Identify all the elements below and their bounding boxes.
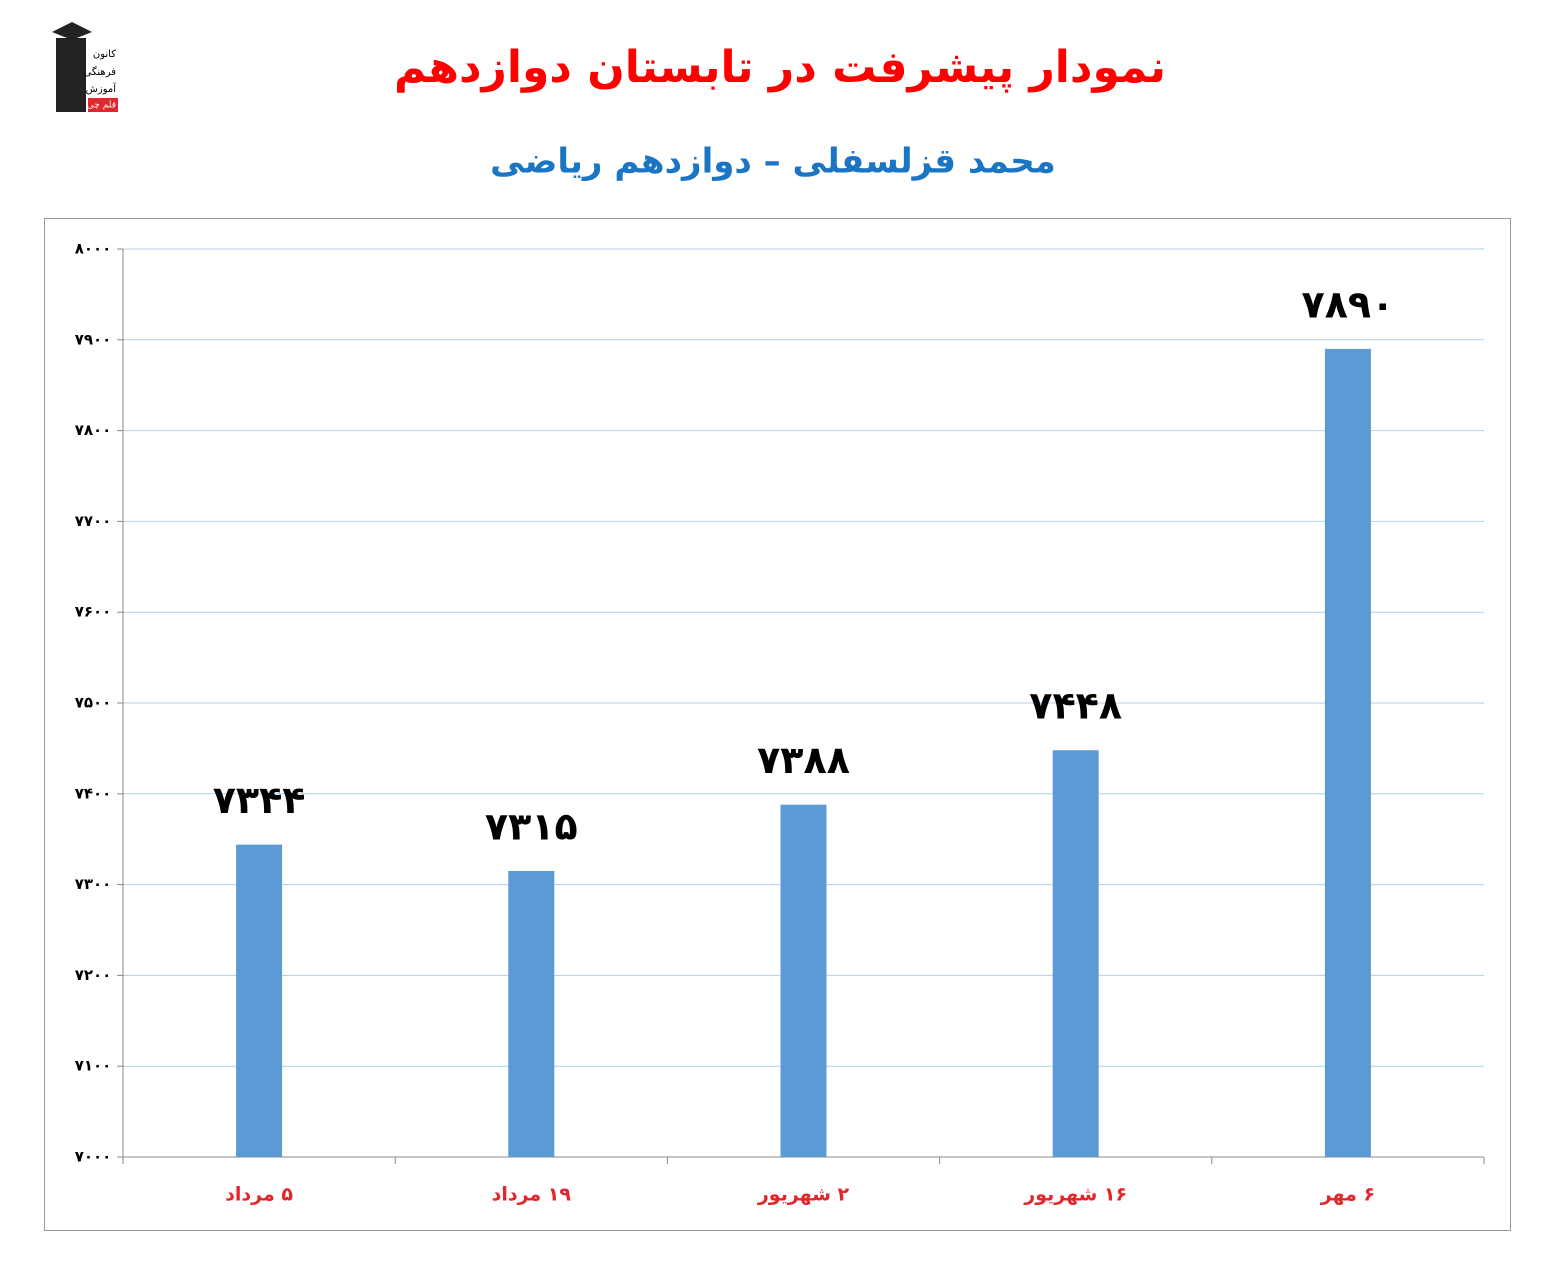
y-tick-label: ۷۶۰۰ [75, 603, 112, 621]
chart-title: نمودار پیشرفت در تابستان دوازدهم [394, 42, 1166, 93]
value-label: ۷۳۸۸ [757, 738, 850, 782]
bar [1324, 348, 1371, 1157]
x-tick-label: ۵ مرداد [225, 1184, 293, 1206]
y-tick-label: ۷۳۰۰ [75, 875, 112, 893]
y-tick-label: ۷۰۰۰ [75, 1148, 112, 1166]
logo-figure [56, 38, 86, 112]
y-tick-label: ۷۹۰۰ [75, 330, 112, 348]
bar [780, 804, 827, 1157]
y-tick-label: ۷۵۰۰ [75, 694, 112, 712]
y-tick-label: ۷۷۰۰ [75, 512, 112, 530]
bar [508, 870, 555, 1157]
logo-text: کانون [93, 49, 116, 60]
value-label: ۷۳۴۴ [213, 778, 306, 822]
value-label: ۷۳۱۵ [485, 804, 578, 848]
value-label: ۷۴۴۸ [1029, 684, 1122, 728]
value-label: ۷۸۹۰ [1302, 282, 1395, 326]
bar [236, 844, 283, 1157]
logo-text: قلم چی [87, 101, 116, 111]
y-tick-label: ۷۲۰۰ [75, 966, 112, 984]
chart-subtitle: محمد قزلسفلی – دوازدهم ریاضی [490, 142, 1056, 182]
logo: کانون فرهنگی آموزش قلم چی [52, 22, 118, 112]
chart-frame [44, 218, 1511, 1231]
y-tick-label: ۷۸۰۰ [75, 421, 112, 439]
x-tick-label: ۶ مهر [1320, 1184, 1375, 1206]
bar [1052, 750, 1099, 1157]
logo-text: فرهنگی [84, 66, 117, 78]
x-tick-label: ۱۶ شهریور [1023, 1184, 1127, 1206]
x-tick-label: ۲ شهریور [757, 1184, 850, 1206]
logo-text: آموزش [86, 82, 118, 95]
y-tick-label: ۸۰۰۰ [75, 240, 112, 258]
y-tick-label: ۷۴۰۰ [75, 784, 112, 802]
x-tick-label: ۱۹ مرداد [492, 1184, 572, 1206]
logo-badge [88, 98, 118, 112]
logo-cap [52, 22, 92, 40]
y-tick-label: ۷۱۰۰ [75, 1057, 112, 1075]
